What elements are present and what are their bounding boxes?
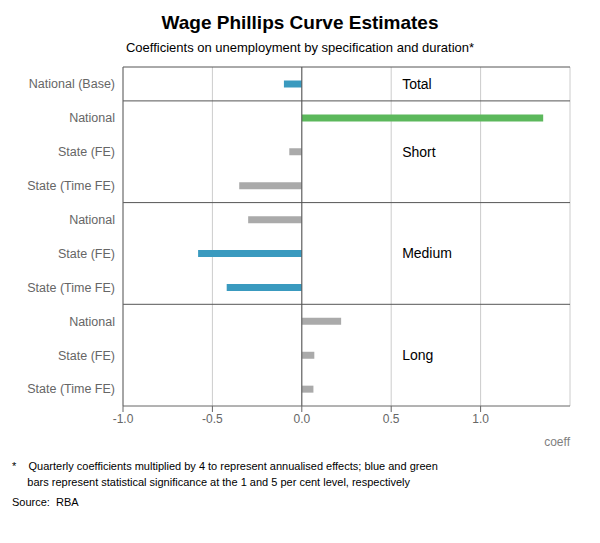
html-text:Coefficients on unemployment b: Coefficients on unemployment by specific…: [126, 40, 474, 55]
svg-text:Total: Total: [402, 76, 432, 92]
html-text:Source: RBA: Source: RBA: [12, 496, 79, 508]
svg-text:Short: Short: [402, 144, 436, 160]
svg-text:State (FE): State (FE): [58, 349, 115, 363]
svg-text:State (FE): State (FE): [58, 247, 115, 261]
svg-text:coeff: coeff: [544, 435, 570, 449]
svg-text:National: National: [69, 213, 115, 227]
svg-text:Medium: Medium: [402, 245, 452, 261]
svg-text:National (Base): National (Base): [29, 77, 115, 91]
svg-text:-1.0: -1.0: [113, 412, 134, 426]
html-text:* Quarterly coefficients multi: * Quarterly coefficients multiplied by 4…: [12, 460, 438, 472]
svg-text:State (Time FE): State (Time FE): [27, 382, 115, 396]
svg-text:State (Time FE): State (Time FE): [27, 179, 115, 193]
html-text:bars represent statistical sig: bars represent statistical significance …: [12, 476, 410, 488]
svg-text:1.0: 1.0: [472, 412, 489, 426]
svg-text:State (Time FE): State (Time FE): [27, 281, 115, 295]
svg-text:0.5: 0.5: [383, 412, 400, 426]
html-text:Wage Phillips Curve Estimates: Wage Phillips Curve Estimates: [161, 12, 439, 33]
svg-text:Long: Long: [402, 347, 433, 363]
svg-text:-0.5: -0.5: [202, 412, 223, 426]
svg-text:National: National: [69, 111, 115, 125]
svg-text:0.0: 0.0: [293, 412, 310, 426]
svg-text:National: National: [69, 315, 115, 329]
svg-text:State (FE): State (FE): [58, 145, 115, 159]
